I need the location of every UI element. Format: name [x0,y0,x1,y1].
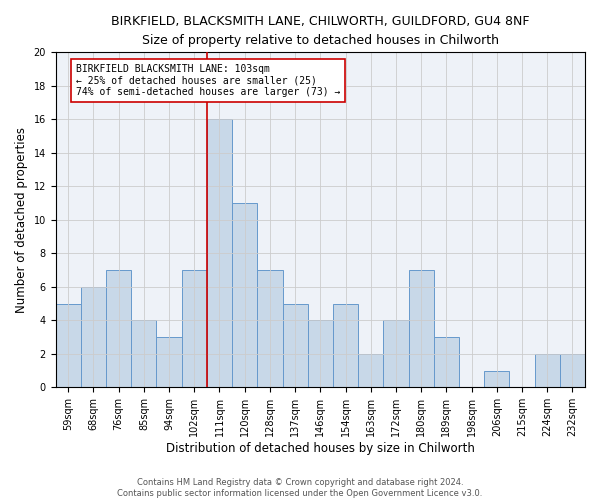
Bar [131,320,157,388]
Bar [409,270,434,388]
Y-axis label: Number of detached properties: Number of detached properties [15,127,28,313]
Bar [81,287,106,388]
Bar [182,270,207,388]
Bar [232,203,257,388]
Title: BIRKFIELD, BLACKSMITH LANE, CHILWORTH, GUILDFORD, GU4 8NF
Size of property relat: BIRKFIELD, BLACKSMITH LANE, CHILWORTH, G… [111,15,530,47]
Bar [257,270,283,388]
X-axis label: Distribution of detached houses by size in Chilworth: Distribution of detached houses by size … [166,442,475,455]
Bar [207,120,232,388]
Text: Contains HM Land Registry data © Crown copyright and database right 2024.
Contai: Contains HM Land Registry data © Crown c… [118,478,482,498]
Bar [383,320,409,388]
Bar [535,354,560,388]
Bar [56,304,81,388]
Bar [434,337,459,388]
Bar [283,304,308,388]
Text: BIRKFIELD BLACKSMITH LANE: 103sqm
← 25% of detached houses are smaller (25)
74% : BIRKFIELD BLACKSMITH LANE: 103sqm ← 25% … [76,64,340,98]
Bar [308,320,333,388]
Bar [333,304,358,388]
Bar [106,270,131,388]
Bar [560,354,585,388]
Bar [484,370,509,388]
Bar [157,337,182,388]
Bar [358,354,383,388]
